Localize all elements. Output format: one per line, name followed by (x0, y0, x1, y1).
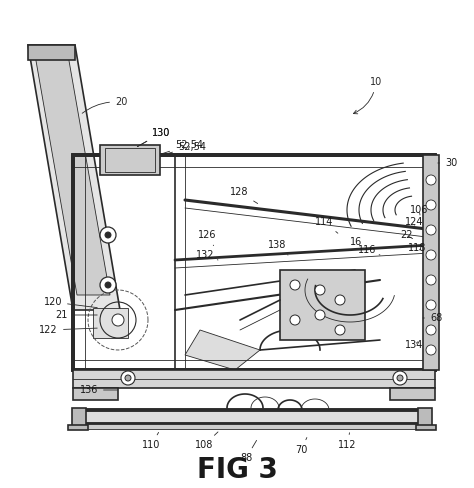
Bar (93, 308, 128, 338)
Bar (72, 408, 86, 428)
Circle shape (100, 227, 116, 243)
Bar (105, 148, 155, 172)
Text: 68: 68 (423, 313, 442, 323)
Circle shape (315, 285, 325, 295)
Bar (73, 155, 435, 370)
Text: 116: 116 (358, 245, 380, 255)
Circle shape (335, 325, 345, 335)
Bar (80, 424, 425, 429)
Circle shape (426, 225, 436, 235)
Text: 114: 114 (315, 217, 338, 233)
Text: 70: 70 (295, 438, 307, 455)
Circle shape (125, 375, 131, 381)
Text: 122: 122 (39, 325, 97, 335)
Circle shape (426, 200, 436, 210)
Text: 118: 118 (408, 243, 427, 253)
Bar (100, 145, 160, 175)
Circle shape (426, 325, 436, 335)
Bar (390, 388, 435, 400)
Text: 126: 126 (198, 230, 217, 245)
Bar (68, 425, 88, 430)
Circle shape (100, 277, 116, 293)
Bar (418, 408, 432, 428)
Bar (73, 370, 435, 388)
Circle shape (112, 314, 124, 326)
Circle shape (426, 300, 436, 310)
Text: 21: 21 (55, 310, 97, 320)
Polygon shape (28, 45, 75, 60)
Circle shape (397, 375, 403, 381)
Text: 136: 136 (80, 385, 117, 395)
Text: 10: 10 (354, 77, 382, 114)
Text: 16: 16 (350, 237, 368, 250)
Text: 106: 106 (410, 205, 428, 215)
Bar (73, 388, 118, 400)
Text: 52,54: 52,54 (161, 142, 206, 155)
Circle shape (426, 345, 436, 355)
Text: 138: 138 (268, 240, 288, 255)
Text: 112: 112 (338, 433, 356, 450)
Circle shape (121, 371, 135, 385)
Text: FIG 3: FIG 3 (197, 456, 277, 484)
Text: 20: 20 (82, 97, 128, 113)
Text: 30: 30 (438, 158, 457, 168)
Bar (416, 425, 436, 430)
Circle shape (393, 371, 407, 385)
Polygon shape (35, 55, 110, 295)
Text: 128: 128 (230, 187, 258, 203)
Circle shape (335, 295, 345, 305)
Bar (80, 410, 425, 424)
Text: 88: 88 (240, 440, 256, 463)
Text: 120: 120 (44, 297, 97, 307)
Text: 110: 110 (142, 432, 160, 450)
Text: 22: 22 (400, 230, 412, 240)
Bar (280, 270, 365, 340)
Text: 130: 130 (137, 128, 170, 146)
Circle shape (426, 275, 436, 285)
Circle shape (290, 280, 300, 290)
Text: 134: 134 (405, 340, 423, 350)
Circle shape (290, 315, 300, 325)
Circle shape (105, 232, 111, 238)
Text: 124: 124 (405, 217, 423, 227)
Bar (423, 155, 439, 370)
Text: 52,54: 52,54 (161, 140, 203, 154)
Polygon shape (185, 330, 260, 370)
Circle shape (105, 282, 111, 288)
Polygon shape (28, 45, 120, 310)
Text: 108: 108 (195, 432, 218, 450)
Circle shape (315, 310, 325, 320)
Circle shape (426, 175, 436, 185)
Text: 132: 132 (196, 250, 218, 260)
Text: 130: 130 (137, 128, 170, 146)
Circle shape (426, 250, 436, 260)
